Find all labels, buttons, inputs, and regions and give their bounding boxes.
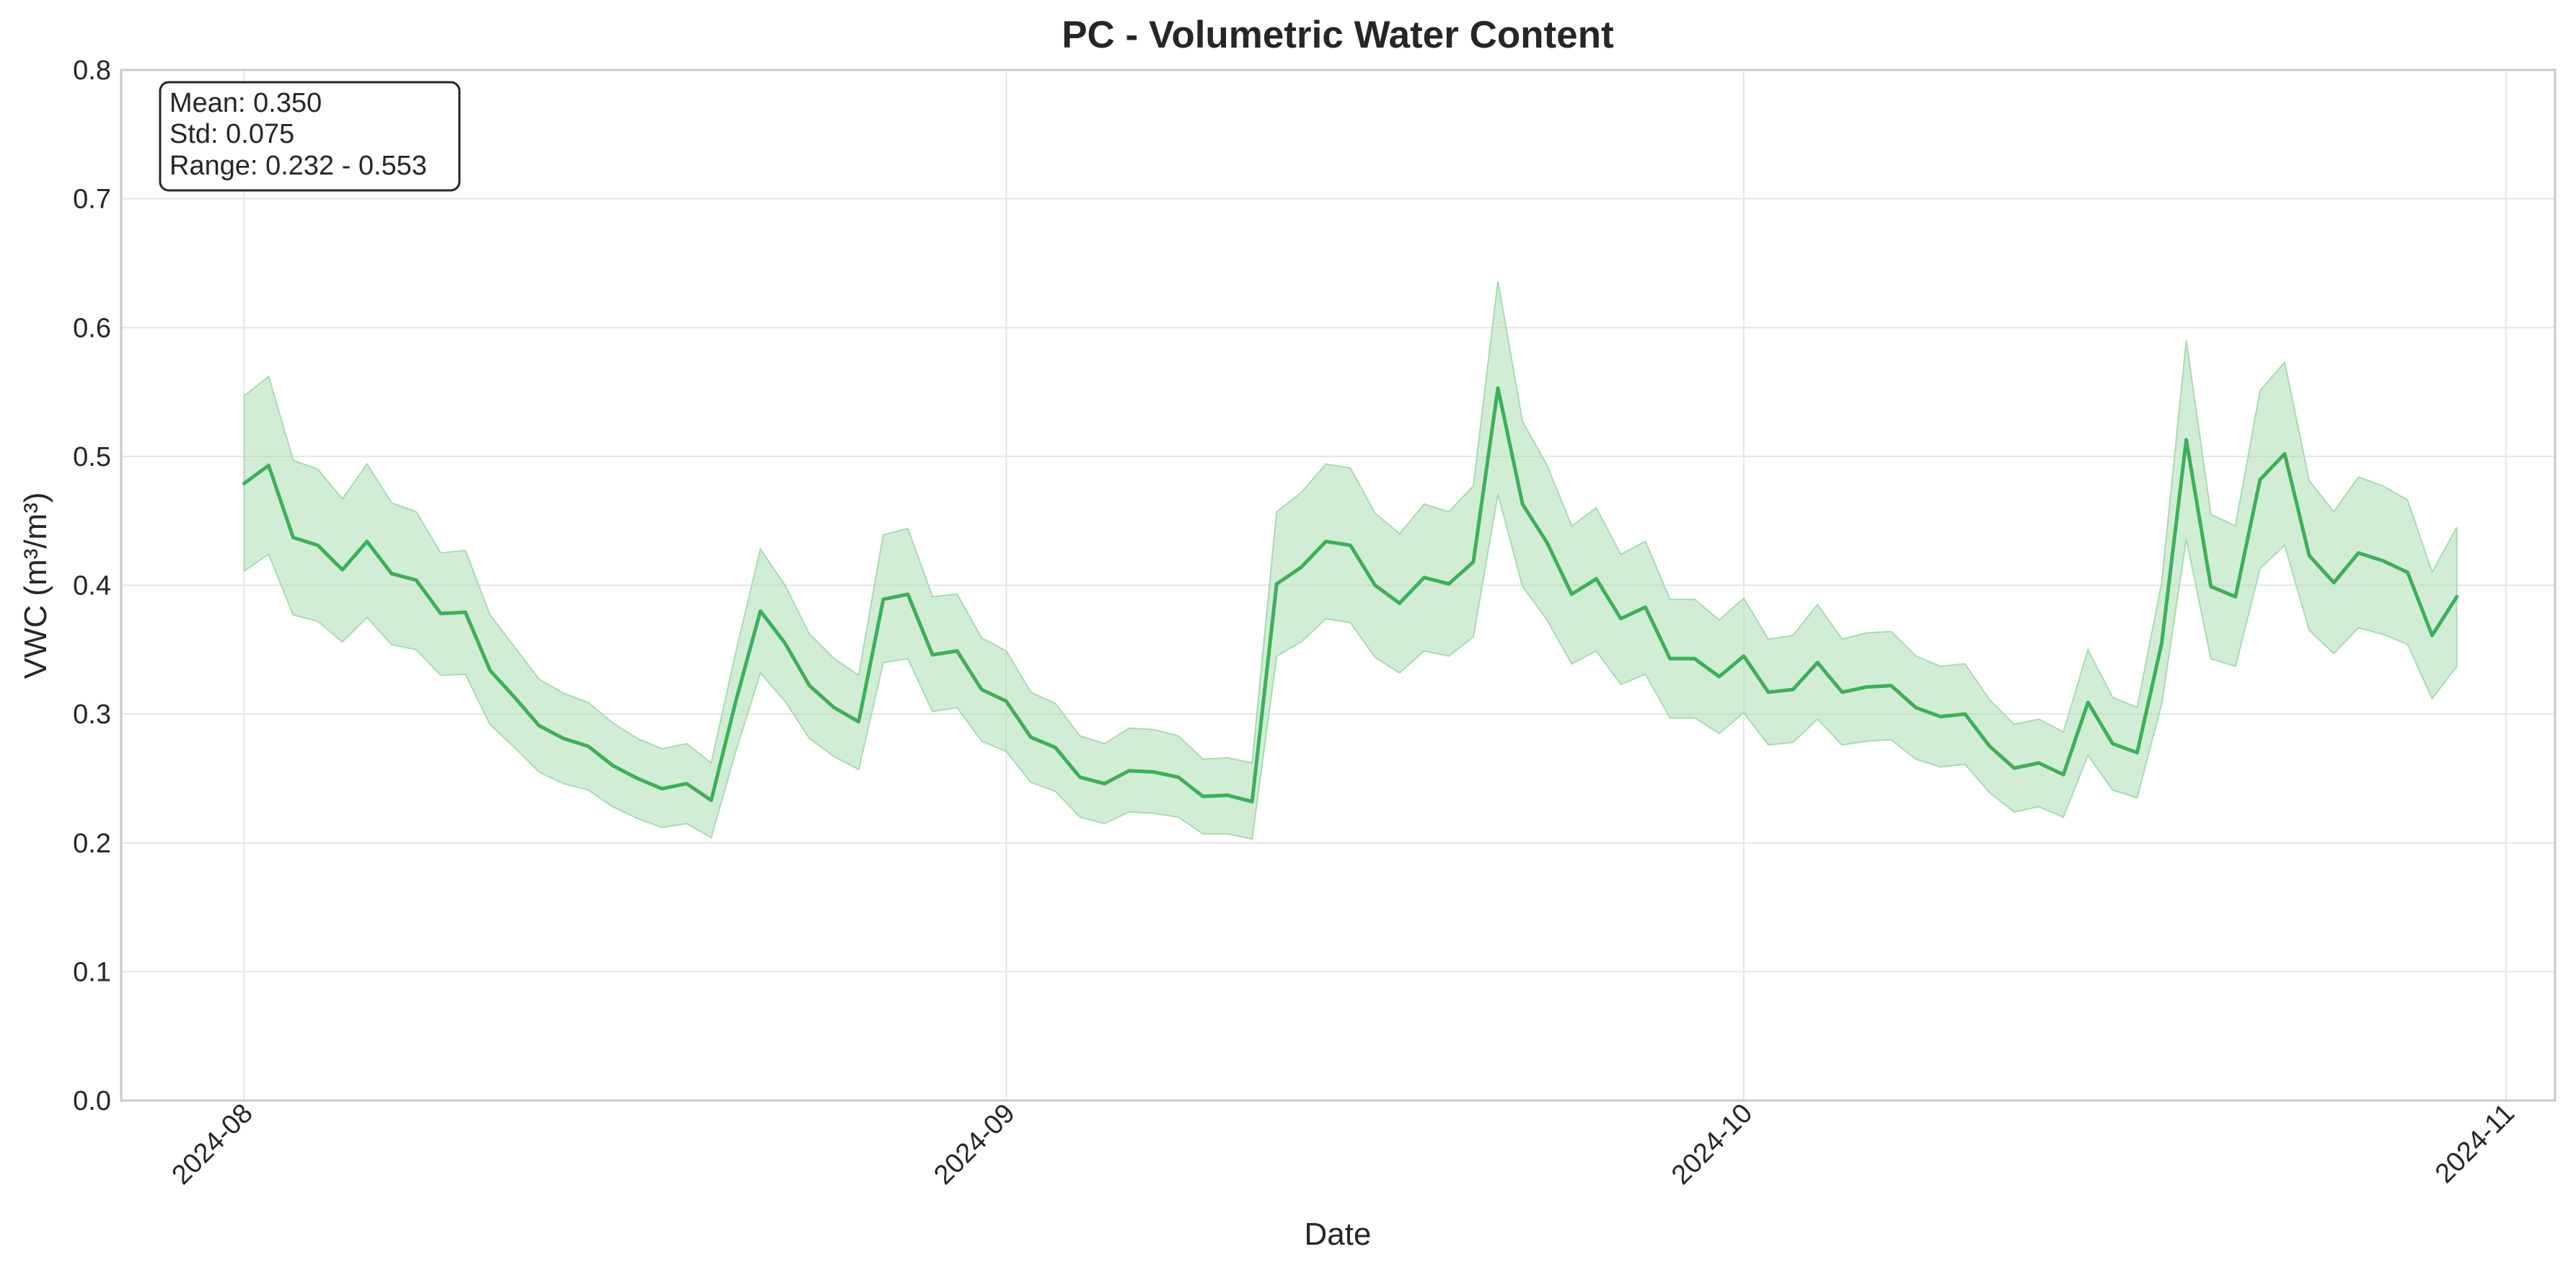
confidence-band [243, 281, 2458, 840]
vwc-line-path [242, 386, 2459, 804]
plot-frame [120, 69, 2557, 1102]
chart-title: PC - Volumetric Water Content [1062, 14, 1614, 56]
x-axis-label: Date [1305, 1217, 1372, 1252]
y-tick-label: 0.0 [73, 1086, 111, 1116]
std-band-area [243, 281, 2458, 840]
y-axis-label: VWC (m³/m³) [18, 492, 53, 679]
y-tick-label: 0.1 [73, 957, 111, 987]
y-axis-ticks: 0.0 0.1 0.2 0.3 0.4 0.5 0.6 0.7 0.8 [73, 56, 111, 1116]
y-tick-label: 0.4 [73, 571, 111, 601]
stats-box-frame [159, 81, 461, 192]
y-tick-label: 0.2 [73, 829, 111, 859]
y-tick-label: 0.7 [73, 185, 111, 215]
stats-std: Std: 0.075 [169, 119, 294, 149]
vwc-series-line [242, 386, 2459, 804]
stats-box: Mean: 0.350 Std: 0.075 Range: 0.232 - 0.… [159, 81, 461, 192]
y-tick-label: 0.5 [73, 442, 111, 472]
y-tick-label: 0.6 [73, 313, 111, 343]
stats-mean: Mean: 0.350 [169, 88, 322, 118]
y-tick-label: 0.8 [73, 56, 111, 86]
stats-range: Range: 0.232 - 0.553 [169, 151, 427, 181]
y-tick-label: 0.3 [73, 700, 111, 730]
